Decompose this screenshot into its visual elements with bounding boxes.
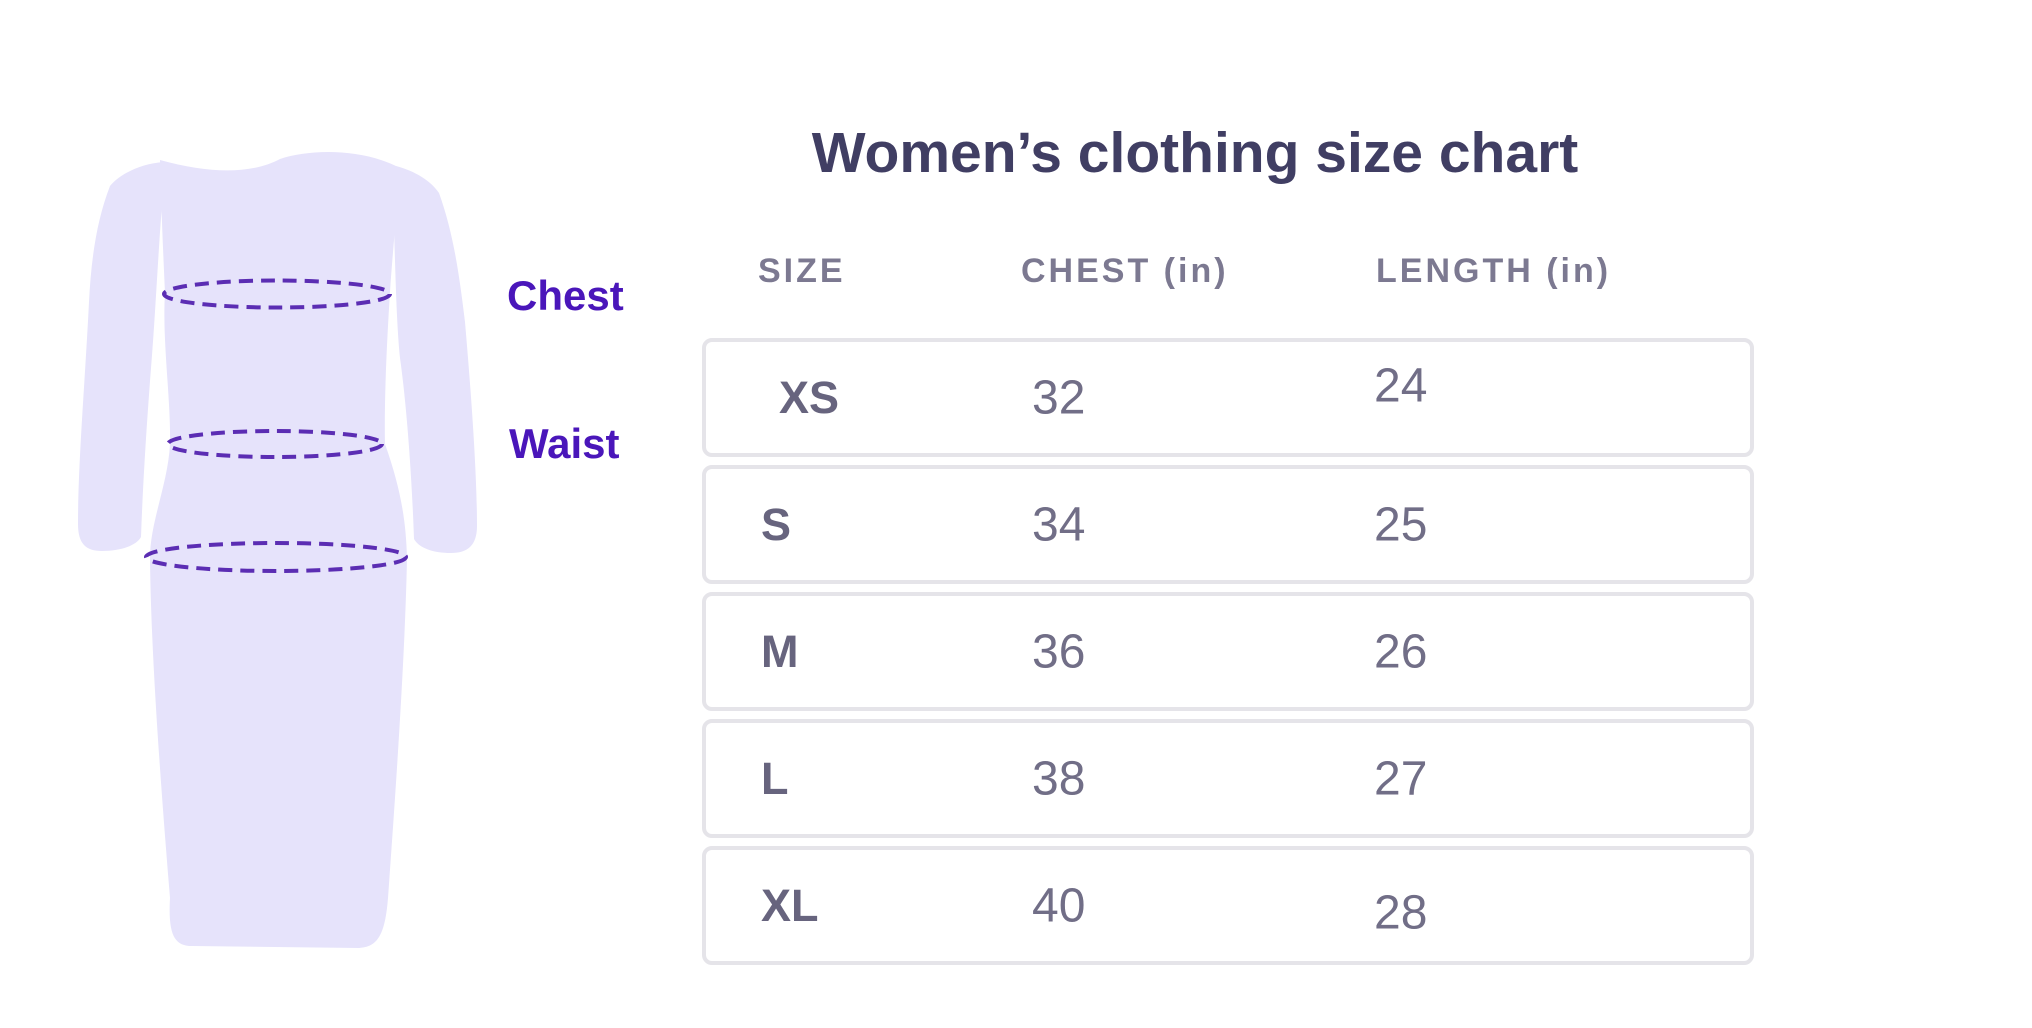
column-header-size: SIZE (758, 252, 846, 290)
table-row-m: M 36 26 (702, 592, 1754, 711)
row-chest-value: 40 (1032, 879, 1086, 932)
size-table: XS 32 24 S 34 25 M 36 26 L 38 27 XL 40 2… (702, 338, 1754, 973)
row-chest-value: 34 (1032, 498, 1086, 551)
column-header-length: LENGTH (in) (1376, 252, 1612, 290)
dress-illustration (78, 152, 477, 949)
row-length-value: 27 (1374, 752, 1428, 805)
row-length-value: 24 (1374, 359, 1428, 413)
row-size-label: S (761, 498, 792, 550)
row-length-value: 26 (1374, 625, 1428, 678)
row-length-value: 25 (1374, 498, 1428, 551)
row-size-label: XS (779, 371, 840, 423)
waist-measure-ellipse (166, 429, 384, 459)
row-size-label: L (761, 752, 789, 804)
hip-measure-ellipse (144, 541, 408, 573)
chest-measure-ellipse (162, 278, 392, 310)
column-header-chest: CHEST (in) (1021, 252, 1229, 290)
row-size-label: M (761, 625, 799, 677)
row-chest-value: 38 (1032, 752, 1086, 805)
row-length-value: 28 (1374, 886, 1428, 940)
table-row-l: L 38 27 (702, 719, 1754, 838)
table-row-xs: XS 32 24 (702, 338, 1754, 457)
row-chest-value: 36 (1032, 625, 1086, 678)
table-row-xl: XL 40 28 (702, 846, 1754, 965)
dress-right-sleeve (392, 166, 477, 553)
page-title: Women’s clothing size chart (811, 121, 1579, 185)
dress-body-shape (150, 152, 407, 949)
dress-left-sleeve (78, 162, 165, 551)
waist-label: Waist (509, 420, 620, 467)
table-row-s: S 34 25 (702, 465, 1754, 584)
row-chest-value: 32 (1032, 371, 1086, 424)
row-size-label: XL (761, 879, 819, 931)
chest-label: Chest (507, 272, 624, 319)
